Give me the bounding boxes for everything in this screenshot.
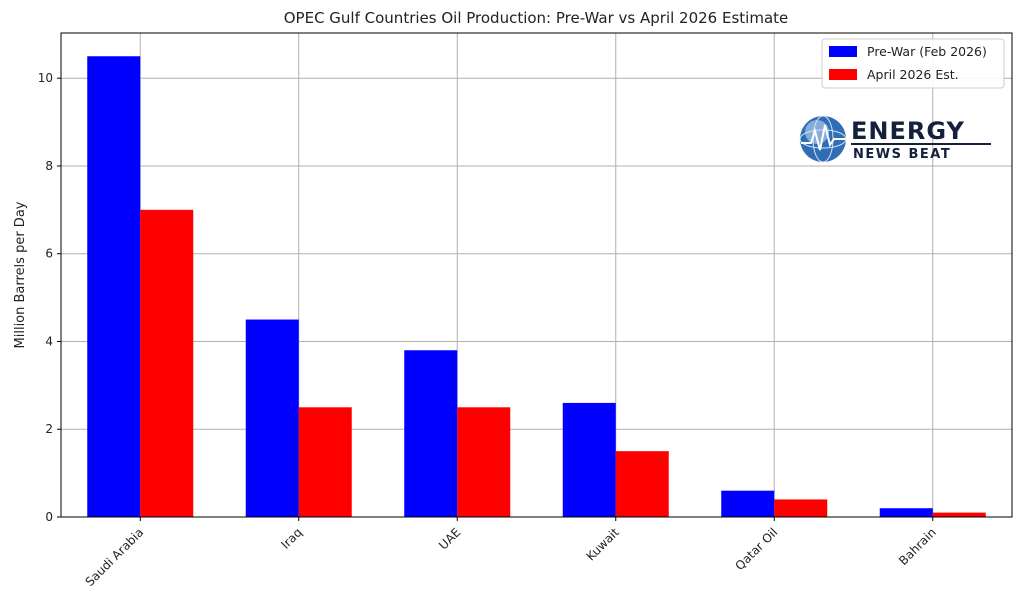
bar-pre-war-bahrain [879, 508, 933, 517]
x-tick-label: Kuwait [584, 525, 622, 563]
x-tick-label: UAE [436, 525, 463, 552]
x-tick-label: Qatar Oil [732, 525, 780, 573]
bar-april-estimate-saudi-arabia [140, 209, 194, 518]
legend-label-pre-war: Pre-War (Feb 2026) [867, 44, 987, 59]
bar-pre-war-kuwait [562, 402, 616, 517]
grid-lines [61, 33, 1012, 518]
y-tick-label: 2 [45, 422, 53, 436]
legend-swatch-pre-war [829, 46, 857, 57]
globe-icon [799, 115, 847, 163]
bar-april-estimate-bahrain [932, 512, 986, 517]
logo-text-energy: ENERGY [851, 117, 965, 145]
y-tick-label: 8 [45, 159, 53, 173]
legend-label-april-estimate: April 2026 Est. [867, 67, 959, 82]
bars [87, 56, 986, 518]
x-ticks: Saudi Arabia Iraq UAE Kuwait Qatar Oil Bahrai… [83, 517, 939, 589]
x-tick-label: Iraq [278, 525, 304, 551]
y-tick-label: 4 [45, 334, 53, 348]
bar-april-estimate-uae [457, 407, 511, 517]
bar-pre-war-saudi-arabia [87, 56, 141, 518]
legend: Pre-War (Feb 2026) April 2026 Est. [821, 38, 1005, 89]
y-axis-label: Million Barrels per Day [13, 201, 28, 348]
bar-april-estimate-kuwait [615, 451, 669, 517]
y-tick-label: 10 [38, 71, 53, 85]
bar-pre-war-uae [404, 350, 458, 517]
logo-text-news-beat: NEWS BEAT [853, 147, 951, 162]
bar-april-estimate-qatar-oil [774, 499, 828, 517]
logo-divider [851, 143, 991, 145]
legend-swatch-april-estimate [829, 69, 857, 80]
axes [60, 32, 1013, 518]
bar-pre-war-qatar-oil [721, 490, 775, 517]
x-tick-label: Saudi Arabia [83, 525, 147, 589]
y-tick-label: 0 [45, 510, 53, 524]
legend-box [821, 38, 1005, 89]
energy-news-beat-logo: ENERGY NEWS BEAT [799, 115, 991, 163]
bar-pre-war-iraq [245, 319, 299, 517]
bar-april-estimate-iraq [298, 407, 352, 517]
x-tick-label: Bahrain [896, 525, 939, 568]
plot-frame [60, 32, 1013, 518]
chart-title: OPEC Gulf Countries Oil Production: Pre-… [284, 9, 789, 27]
y-tick-label: 6 [45, 247, 53, 261]
y-ticks: 0 2 4 6 8 10 [38, 71, 61, 524]
